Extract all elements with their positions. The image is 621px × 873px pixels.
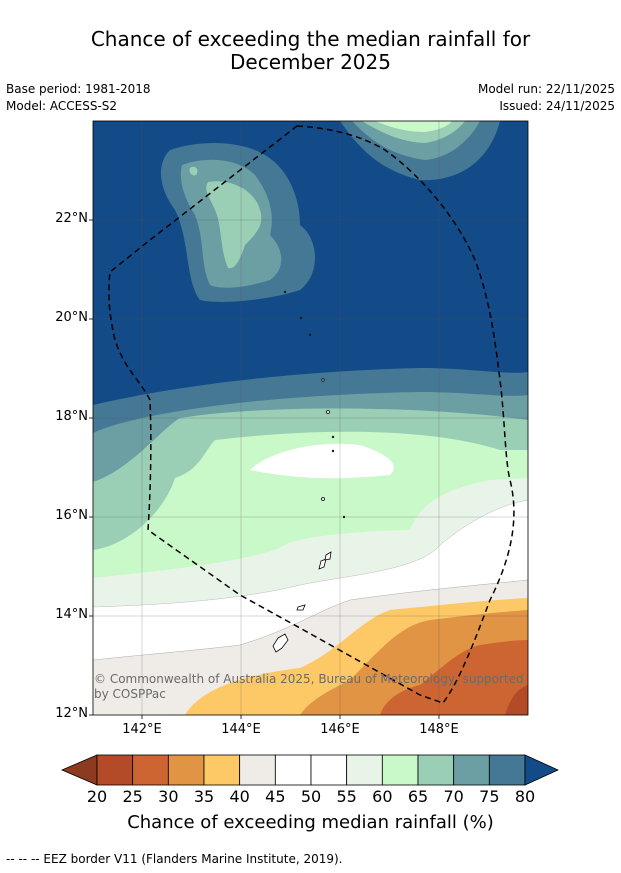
- contour-50: [93, 499, 528, 608]
- colorbar-bin-45-50: [274, 754, 312, 786]
- region-red-25: [505, 685, 528, 715]
- colorbar-under-arrow: [60, 754, 98, 786]
- map-gridlines: [93, 121, 528, 715]
- island-tinian: [318, 558, 327, 570]
- region-white-core-north: [250, 443, 394, 479]
- colorbar-bin-60-65: [381, 754, 419, 786]
- colorbar: [60, 754, 559, 786]
- y-tick-20N: 20°N: [55, 310, 88, 325]
- island-saipan: [324, 551, 332, 561]
- island-alamagan: [331, 435, 335, 439]
- colorbar-bin-20-25: [96, 754, 134, 786]
- map-title: Chance of exceeding the median rainfall …: [0, 28, 621, 74]
- island-agrihan: [321, 378, 325, 382]
- colorbar-bin-55-60: [346, 754, 383, 786]
- y-tick-16N: 16°N: [55, 508, 88, 523]
- blob-ne-60: [375, 121, 452, 132]
- title-line-2: December 2025: [230, 50, 391, 74]
- meta-left: Base period: 1981-2018 Model: ACCESS-S2: [6, 81, 151, 115]
- colorbar-bin-70-75: [453, 754, 490, 786]
- island-pagan: [326, 410, 330, 414]
- issued-date: Issued: 24/11/2025: [499, 99, 615, 113]
- colorbar-bin-35-40: [203, 754, 241, 786]
- model-name: Model: ACCESS-S2: [6, 99, 118, 113]
- map-plot-area: [93, 121, 528, 715]
- colorbar-bin-25-30: [132, 754, 169, 786]
- colorbar-tick-50: 50: [300, 787, 322, 806]
- island-guam: [272, 633, 289, 653]
- island-farallon: [342, 515, 346, 519]
- island-rota: [296, 604, 306, 611]
- title-line-1: Chance of exceeding the median rainfall …: [90, 27, 531, 51]
- contour-45: [93, 579, 528, 661]
- colorbar-tick-80: 80: [514, 787, 536, 806]
- colorbar-bin-50-55: [310, 754, 348, 786]
- y-tick-18N: 18°N: [55, 409, 88, 424]
- x-tick-146E: 146°E: [320, 722, 360, 737]
- colorbar-tick-55: 55: [336, 787, 357, 806]
- island-guguan: [331, 449, 335, 453]
- x-tick-148E: 148°E: [419, 722, 459, 737]
- colorbar-bin-30-35: [167, 754, 205, 786]
- base-period: Base period: 1981-2018: [6, 82, 151, 96]
- colorbar-tick-70: 70: [443, 787, 464, 806]
- y-tick-14N: 14°N: [55, 607, 88, 622]
- island-maug: [299, 316, 303, 320]
- colorbar-over-arrow: [524, 754, 559, 786]
- colorbar-tick-35: 35: [193, 787, 215, 806]
- colorbar-title: Chance of exceeding median rainfall (%): [127, 812, 494, 833]
- x-tick-144E: 144°E: [221, 722, 261, 737]
- colorbar-bin-65-70: [417, 754, 455, 786]
- eez-border: [108, 125, 515, 704]
- colorbar-tick-20: 20: [86, 787, 108, 806]
- eez-footnote: -- -- -- EEZ border V11 (Flanders Marine…: [6, 852, 343, 866]
- island-uracas: [283, 290, 287, 294]
- meta-right: Model run: 22/11/2025 Issued: 24/11/2025: [478, 81, 615, 115]
- blob-north-small: [189, 166, 198, 176]
- island-asuncion: [308, 333, 312, 337]
- blob-north-65: [206, 181, 262, 269]
- colorbar-tick-65: 65: [407, 787, 429, 806]
- region-darkorange-30: [380, 640, 528, 715]
- colorbar-bin-40-45: [239, 754, 276, 786]
- model-run: Model run: 22/11/2025: [477, 82, 615, 96]
- colorbar-tick-40: 40: [229, 787, 250, 806]
- island-anatahan: [321, 497, 325, 501]
- colorbar-tick-60: 60: [372, 787, 393, 806]
- colorbar-tick-25: 25: [122, 787, 143, 806]
- copyright-notice: © Commonwealth of Australia 2025, Bureau…: [94, 672, 524, 701]
- colorbar-tick-30: 30: [158, 787, 179, 806]
- colorbar-bin-75-80: [488, 754, 526, 786]
- islands: [272, 290, 346, 653]
- axis-ticks: [89, 219, 440, 719]
- y-tick-22N: 22°N: [55, 211, 88, 226]
- x-tick-142E: 142°E: [122, 722, 162, 737]
- colorbar-tick-45: 45: [265, 787, 286, 806]
- y-tick-12N: 12°N: [55, 706, 88, 721]
- colorbar-tick-75: 75: [479, 787, 500, 806]
